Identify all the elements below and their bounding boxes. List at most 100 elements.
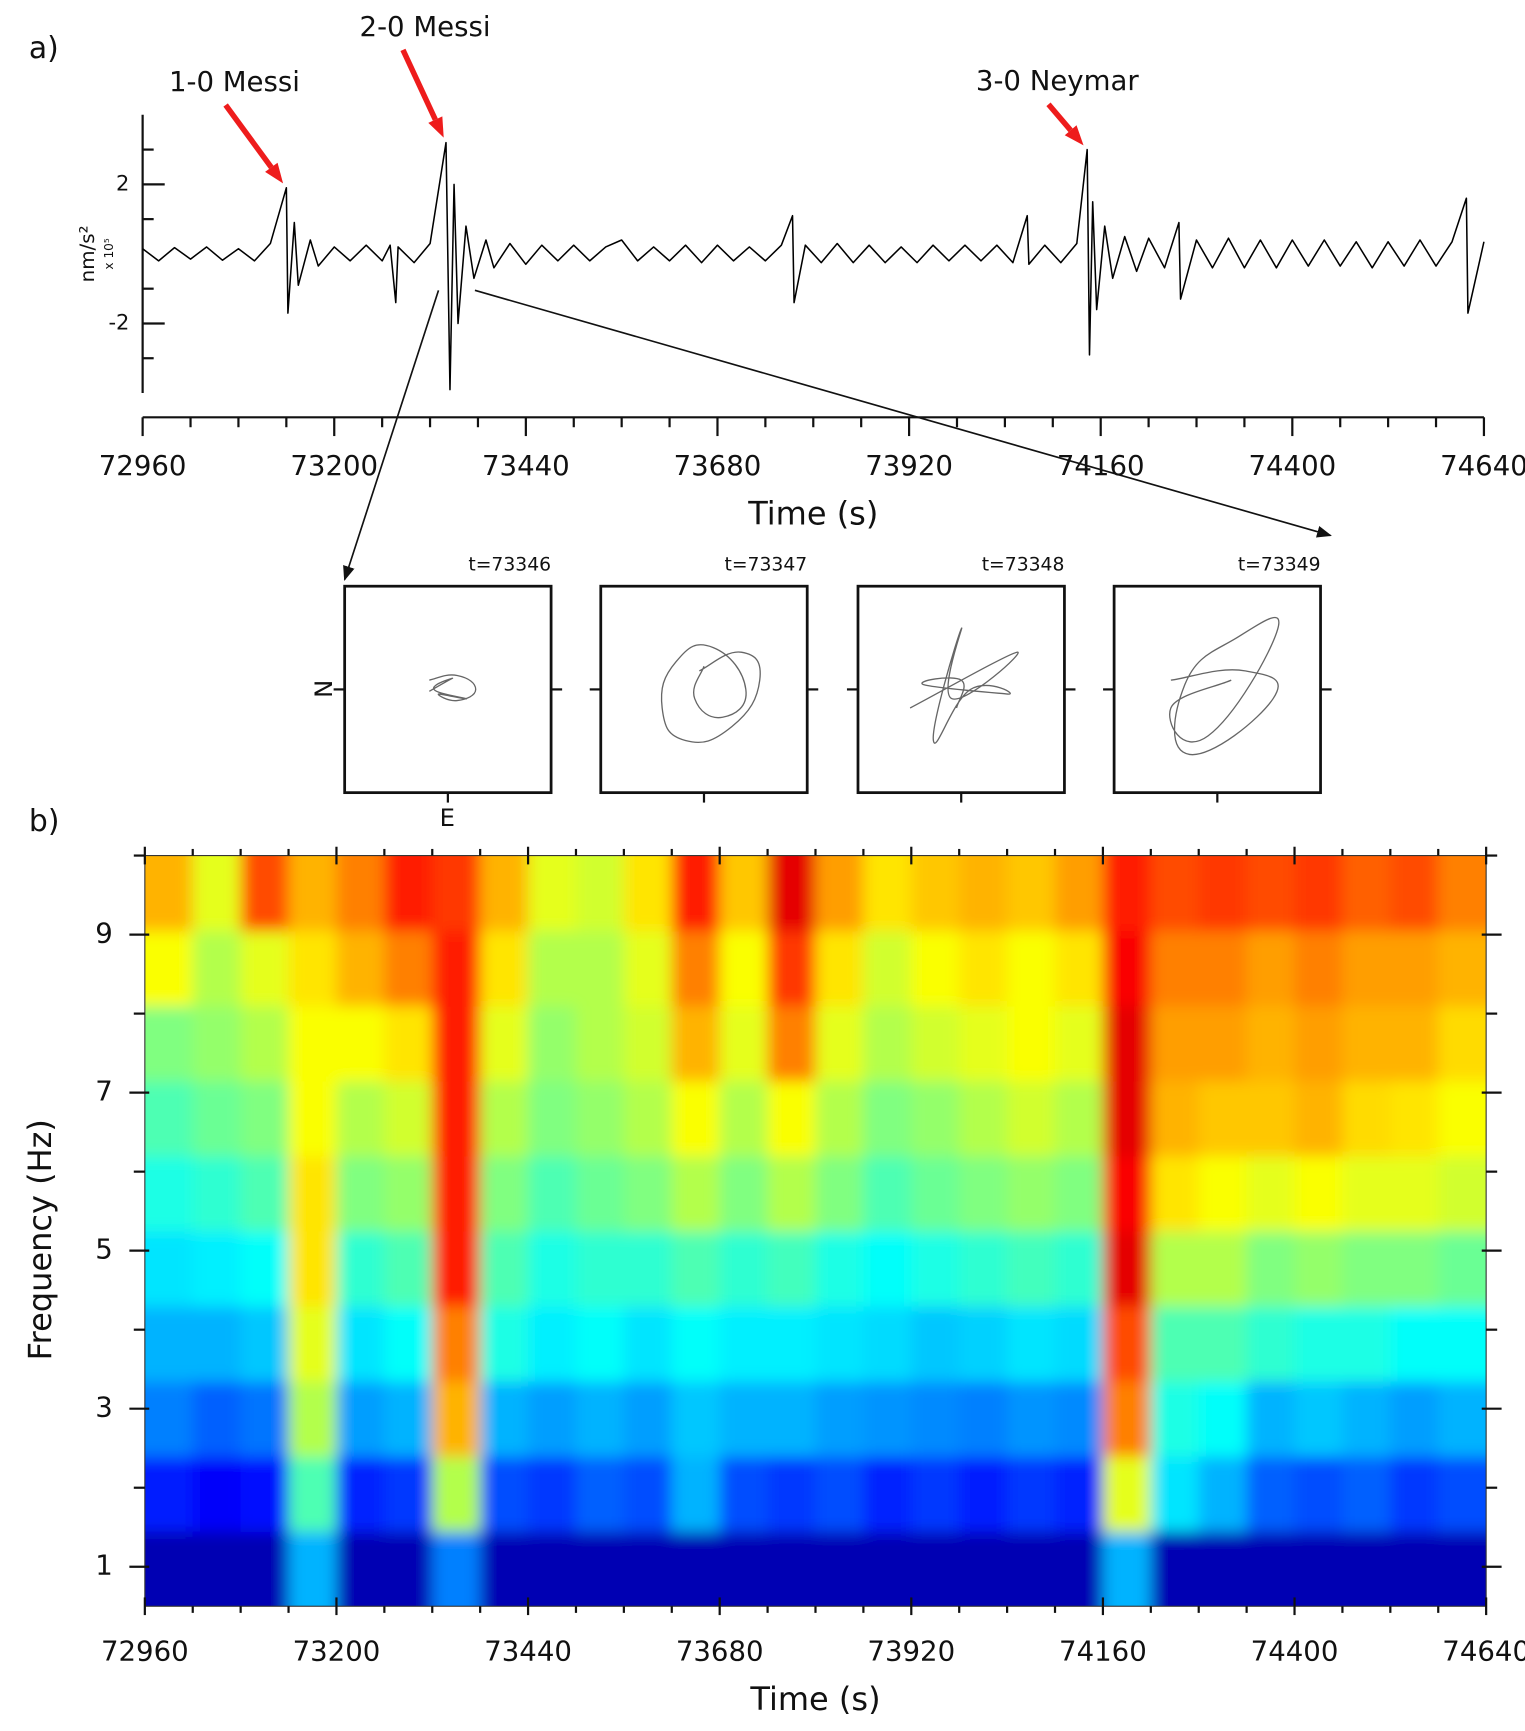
x-tick-label: 72960 bbox=[101, 1635, 189, 1668]
heatmap-cell bbox=[240, 1230, 290, 1307]
heatmap-cell bbox=[1390, 1230, 1439, 1307]
heatmap-cell bbox=[1438, 1080, 1487, 1157]
heatmap-cell bbox=[288, 1305, 338, 1382]
heatmap-cell bbox=[1294, 1456, 1343, 1532]
heatmap-cell bbox=[623, 1531, 673, 1607]
heatmap-cell bbox=[1246, 1230, 1296, 1307]
x-tick-label: 74640 bbox=[1442, 1635, 1525, 1668]
heatmap-cell bbox=[959, 1381, 1008, 1457]
heatmap-cell bbox=[719, 1305, 769, 1382]
heatmap-cell bbox=[144, 930, 194, 1007]
heatmap-cell bbox=[144, 1456, 194, 1532]
heatmap-cell bbox=[911, 1155, 960, 1232]
heatmap-cell bbox=[336, 1230, 385, 1307]
heatmap-cell bbox=[240, 930, 290, 1007]
heatmap-cell bbox=[1294, 1080, 1343, 1157]
heatmap-cell bbox=[480, 930, 529, 1007]
heatmap-cell bbox=[432, 1305, 481, 1382]
heatmap-cell bbox=[1150, 1305, 1200, 1382]
heatmap-cell bbox=[1246, 1381, 1296, 1457]
heatmap-cell bbox=[192, 1005, 242, 1082]
heatmap-cell bbox=[288, 1456, 338, 1532]
heatmap-cell bbox=[1342, 1381, 1391, 1457]
heatmap-cell bbox=[432, 855, 481, 932]
heatmap-cell bbox=[1246, 855, 1296, 932]
heatmap-cell bbox=[1102, 1531, 1152, 1607]
heatmap-cell bbox=[575, 855, 625, 932]
heatmap-cell bbox=[671, 1005, 721, 1082]
heatmap-cell bbox=[1055, 855, 1104, 932]
heatmap-cell bbox=[1150, 1381, 1200, 1457]
heatmap-cell bbox=[528, 1305, 577, 1382]
heatmap-cell bbox=[144, 855, 194, 932]
heatmap-cell bbox=[1390, 1005, 1439, 1082]
heatmap-cell bbox=[1342, 855, 1391, 932]
y-tick-label: 7 bbox=[95, 1075, 113, 1108]
heatmap-cell bbox=[1342, 1456, 1391, 1532]
x-tick-label: 73920 bbox=[865, 449, 953, 482]
heatmap-cell bbox=[959, 1005, 1008, 1082]
x-tick-label: 74160 bbox=[1057, 449, 1145, 482]
heatmap-cell bbox=[192, 855, 242, 932]
heatmap-cell bbox=[1294, 855, 1343, 932]
heatmap-cell bbox=[480, 1305, 529, 1382]
heatmap-cell bbox=[192, 1305, 242, 1382]
heatmap-cell bbox=[1198, 1230, 1248, 1307]
heatmap-cell bbox=[528, 1456, 577, 1532]
heatmap-cell bbox=[575, 1456, 625, 1532]
heatmap-cell bbox=[1390, 1155, 1439, 1232]
heatmap-cell bbox=[1055, 1230, 1104, 1307]
heatmap-cell bbox=[1055, 930, 1104, 1007]
heatmap-cell bbox=[1390, 1305, 1439, 1382]
heatmap-cell bbox=[432, 1456, 481, 1532]
annotation-arrow bbox=[1046, 102, 1073, 133]
heatmap-cell bbox=[384, 1080, 433, 1157]
heatmap-cell bbox=[671, 1155, 721, 1232]
heatmap-cell bbox=[1198, 1456, 1248, 1532]
heatmap-cell bbox=[288, 1155, 338, 1232]
heatmap-cell bbox=[1342, 1230, 1391, 1307]
heatmap-cell bbox=[863, 1381, 912, 1457]
heatmap-cell bbox=[144, 1230, 194, 1307]
heatmap-cell bbox=[528, 1080, 577, 1157]
inset-title: t=73348 bbox=[982, 555, 1065, 576]
heatmap-cell bbox=[336, 930, 385, 1007]
heatmap-cell bbox=[1438, 855, 1487, 932]
heatmap-cell bbox=[815, 1230, 864, 1307]
heatmap-cell bbox=[719, 930, 769, 1007]
heatmap-cell bbox=[719, 1230, 769, 1307]
heatmap-cell bbox=[384, 1305, 433, 1382]
x-tick-label: 73920 bbox=[867, 1635, 955, 1668]
heatmap-cell bbox=[815, 1005, 864, 1082]
heatmap-cell bbox=[1007, 1531, 1056, 1607]
heatmap-cell bbox=[1055, 1080, 1104, 1157]
annotation-arrow bbox=[400, 48, 438, 121]
heatmap-cell bbox=[1055, 1305, 1104, 1382]
heatmap-cell bbox=[671, 855, 721, 932]
heatmap-cell bbox=[1102, 1305, 1152, 1382]
x-tick-label: 72960 bbox=[99, 449, 187, 482]
heatmap-cell bbox=[863, 1305, 912, 1382]
heatmap-cell bbox=[240, 1080, 290, 1157]
heatmap-cell bbox=[480, 1531, 529, 1607]
annotation-arrowhead bbox=[428, 116, 444, 138]
heatmap-cell bbox=[1007, 1155, 1056, 1232]
x-tick-label: 74160 bbox=[1059, 1635, 1147, 1668]
heatmap-cell bbox=[1198, 855, 1248, 932]
heatmap-cell bbox=[815, 1456, 864, 1532]
heatmap-cell bbox=[240, 855, 290, 932]
heatmap-cell bbox=[623, 1080, 673, 1157]
zoom-line bbox=[343, 290, 440, 581]
heatmap-cell bbox=[1246, 1080, 1296, 1157]
inset-title: t=73349 bbox=[1238, 555, 1321, 576]
heatmap-cell bbox=[863, 855, 912, 932]
annotation-arrow bbox=[223, 103, 274, 169]
heatmap-cell bbox=[1007, 855, 1056, 932]
heatmap-cell bbox=[1246, 1531, 1296, 1607]
heatmap-cell bbox=[959, 1080, 1008, 1157]
heatmap-cell bbox=[336, 1005, 385, 1082]
heatmap-cell bbox=[1055, 1381, 1104, 1457]
heatmap-cell bbox=[1102, 1456, 1152, 1532]
x-axis-title: Time (s) bbox=[747, 495, 878, 533]
